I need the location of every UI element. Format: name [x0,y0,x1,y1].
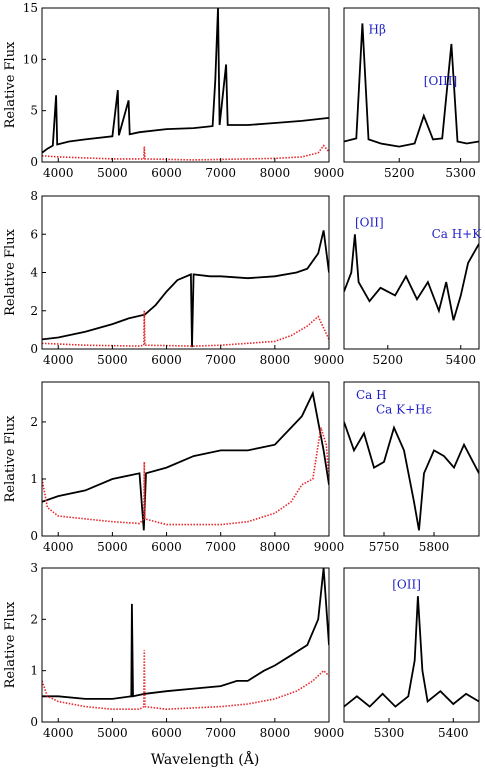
y-tick-label: 10 [23,52,38,66]
x-tick-label: 6000 [151,353,182,367]
y-tick-label: 0 [30,342,38,356]
y-axis-label: Relative Flux [3,228,18,315]
plot-frame [343,195,480,350]
x-tick-label: 4000 [43,540,74,554]
plot-frame [343,7,480,163]
line-annotation: Ca H+K [432,227,483,241]
plot-frame [343,567,480,723]
y-tick-label: 3 [30,561,38,575]
spectrum-line [344,421,479,531]
x-tick-label: 7000 [205,166,236,180]
line-annotation: Ca K+Hε [376,402,432,416]
panel-row2-main: 4000 5000 6000 7000 8000 9000 0 2 4 6 8 Relative Fl… [3,189,344,367]
x-tick-label: 9000 [314,726,345,740]
spectrum-line [42,390,329,531]
x-tick-label: 4000 [43,726,74,740]
x-tick-label: 5750 [369,540,400,554]
y-axis-label: Relative Flux [3,41,18,128]
y-tick-label: 0 [30,155,38,169]
spectrum-line [344,596,479,708]
x-tick-label: 5300 [445,166,476,180]
y-tick-label: 4 [30,266,38,280]
x-tick-label: 7000 [205,353,236,367]
noise-spectrum-line [42,427,329,526]
spectrum-line [42,568,329,700]
line-annotation: [OII] [355,216,384,230]
x-tick-label: 5000 [97,353,128,367]
x-tick-label: 6000 [151,726,182,740]
y-axis-label: Relative Flux [3,415,18,502]
noise-spectrum-line [42,144,329,161]
x-tick-label: 8000 [260,353,291,367]
panel-row3-main: 4000 5000 6000 7000 8000 9000 0 1 2 Relative Flux [3,381,345,554]
x-tick-label: 5200 [373,353,404,367]
x-tick-label: 5000 [97,540,128,554]
x-tick-label: 7000 [205,726,236,740]
x-tick-label: 9000 [314,353,345,367]
line-annotation: Hβ [369,23,386,37]
x-tick-label: 5400 [438,726,469,740]
x-tick-label: 9000 [314,166,345,180]
line-annotation: [OIII] [424,74,457,88]
y-tick-label: 0 [30,529,38,543]
noise-spectrum-line [42,650,329,711]
panel-row2-zoom: 5200 5400 [OII] Ca H+K [343,195,483,367]
x-tick-label: 4000 [43,353,74,367]
plot-frame [41,7,330,163]
panel-row4-main: 4000 5000 6000 7000 8000 9000 0 1 2 3 Relative Flu… [3,561,344,740]
y-tick-label: 15 [23,1,38,15]
x-tick-label: 6000 [151,166,182,180]
x-axis-label: Wavelength (Å) [151,750,260,768]
x-tick-label: 5800 [419,540,450,554]
y-tick-label: 1 [30,472,38,486]
y-tick-label: 8 [30,189,38,203]
plot-frame [41,567,330,723]
y-tick-label: 2 [30,612,38,626]
y-tick-label: 5 [30,104,38,118]
x-tick-label: 8000 [260,726,291,740]
y-tick-label: 1 [30,664,38,678]
noise-spectrum-line [42,310,329,347]
x-tick-label: 5300 [374,726,405,740]
x-tick-label: 5400 [445,353,476,367]
panel-row1-main: 4000 5000 6000 7000 8000 9000 0 5 10 15 Relative F… [3,1,344,180]
panel-row1-zoom: 5200 5300 Hβ [OIII] [343,7,480,180]
x-tick-label: 5000 [97,166,128,180]
panel-row4-zoom: 5300 5400 [OII] [343,567,480,740]
spectrum-line [42,230,329,348]
x-tick-label: 5000 [97,726,128,740]
plot-frame [343,381,480,537]
y-axis-label: Relative Flux [3,601,18,688]
x-tick-label: 4000 [43,166,74,180]
line-annotation: [OII] [392,578,421,592]
y-tick-label: 2 [30,304,38,318]
y-tick-label: 2 [30,415,38,429]
x-tick-label: 6000 [151,540,182,554]
line-annotation: Ca H [356,388,387,402]
x-tick-label: 8000 [260,540,291,554]
x-tick-label: 9000 [314,540,345,554]
plot-frame [41,381,330,537]
panel-row3-zoom: 5750 5800 Ca HCa K+Hε [343,381,480,554]
x-tick-label: 5200 [384,166,415,180]
plot-frame [41,195,330,350]
x-tick-label: 7000 [205,540,236,554]
y-tick-label: 0 [30,715,38,729]
spectrum-line [344,23,479,148]
spectrum-line [42,8,329,154]
spectrum-line [344,234,479,321]
y-tick-label: 6 [30,227,38,241]
x-tick-label: 8000 [260,166,291,180]
